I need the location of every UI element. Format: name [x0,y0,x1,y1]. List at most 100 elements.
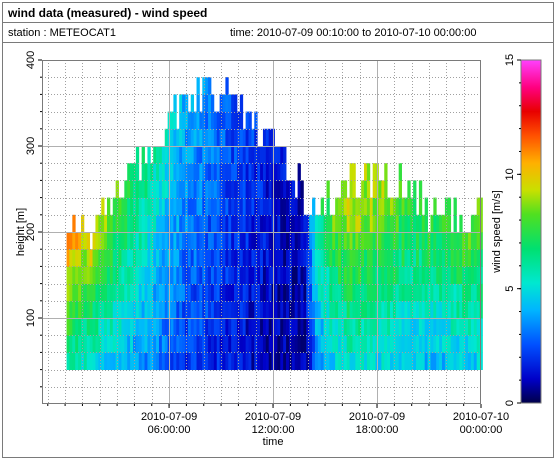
heatmap-cell [343,300,348,319]
heatmap-cell [343,283,348,302]
heatmap-cell [95,266,99,284]
heatmap-cells [66,77,483,370]
heatmap-cell [161,249,166,267]
heatmap-cell [127,335,131,353]
heatmap-cell [470,352,475,370]
heatmap-cell [288,214,293,233]
heatmap-cell [361,180,365,198]
heatmap-cell [75,232,79,250]
heatmap-cell [86,283,91,302]
heatmap-cell [378,249,382,267]
heatmap-cell [153,300,157,319]
heatmap-cell [92,249,96,267]
heatmap-cell [182,283,186,302]
heatmap-cell [210,283,215,302]
heatmap-cell [228,128,232,147]
heatmap-cell [231,111,235,130]
heatmap-cell [297,249,301,267]
heatmap-cell [410,300,414,319]
heatmap-cell [216,111,221,130]
heatmap-cell [251,163,255,181]
heatmap-cell [193,266,197,284]
heatmap-cell [280,300,284,319]
heatmap-cell [358,300,362,319]
heatmap-cell [369,318,374,336]
heatmap-cell [372,318,376,336]
heatmap-cell [444,352,449,370]
heatmap-cell [234,266,238,284]
heatmap-cell [416,232,420,250]
heatmap-cell [242,180,247,198]
heatmap-cell [231,318,235,336]
heatmap-cell [112,352,117,370]
heatmap-cell [101,214,105,233]
heatmap-cell [260,283,264,302]
heatmap-cell [144,249,148,267]
heatmap-cell [355,300,359,319]
heatmap-cell [182,266,186,284]
heatmap-cell [398,352,402,370]
heatmap-cell [173,335,177,353]
heatmap-cell [222,266,226,284]
heatmap-cell [179,283,183,302]
heatmap-cell [436,214,440,233]
heatmap-cell [390,214,394,233]
heatmap-cell [248,300,252,319]
heatmap-cell [294,197,298,216]
heatmap-cell [245,300,249,319]
heatmap-cell [340,266,345,284]
heatmap-cell [468,335,472,353]
heatmap-cell [306,249,310,267]
heatmap-cell [424,266,428,284]
heatmap-cell [265,335,270,353]
heatmap-cell [176,335,180,353]
heatmap-cell [372,163,376,181]
heatmap-cell [106,283,111,302]
heatmap-cell [416,214,420,233]
heatmap-cell [320,232,324,250]
heatmap-cell [274,214,278,233]
heatmap-cell [109,249,114,267]
heatmap-cell [245,163,249,181]
heatmap-cell [199,352,203,370]
heatmap-cell [83,352,88,370]
heatmap-cell [329,318,333,336]
heatmap-cell [447,335,452,353]
heatmap-cell [118,232,122,250]
heatmap-cell [283,283,287,302]
heatmap-cell [138,180,143,198]
heatmap-cell [424,197,428,216]
heatmap-cell [179,128,183,147]
heatmap-cell [283,300,287,319]
heatmap-cell [144,214,148,233]
heatmap-cell [300,352,304,370]
heatmap-cell [329,335,333,353]
heatmap-cell [349,214,353,233]
heatmap-cell [242,163,247,181]
heatmap-cell [158,300,163,319]
heatmap-cell [364,335,368,353]
heatmap-cell [170,352,174,370]
heatmap-cell [450,266,454,284]
heatmap-cell [418,318,423,336]
heatmap-cell [75,283,79,302]
heatmap-cell [170,318,174,336]
heatmap-cell [274,146,278,164]
heatmap-cell [106,318,111,336]
heatmap-cell [268,232,273,250]
heatmap-cell [156,318,160,336]
heatmap-cell [288,266,293,284]
heatmap-cell [462,232,466,250]
heatmap-cell [219,197,223,216]
heatmap-cell [69,283,73,302]
heatmap-cell [378,214,382,233]
heatmap-cell [280,318,284,336]
heatmap-cell [234,180,238,198]
heatmap-cell [127,318,131,336]
heatmap-cell [479,266,483,284]
heatmap-cell [245,180,249,198]
heatmap-cell [109,335,114,353]
heatmap-cell [75,249,79,267]
heatmap-cell [335,335,339,353]
heatmap-cell [205,300,209,319]
